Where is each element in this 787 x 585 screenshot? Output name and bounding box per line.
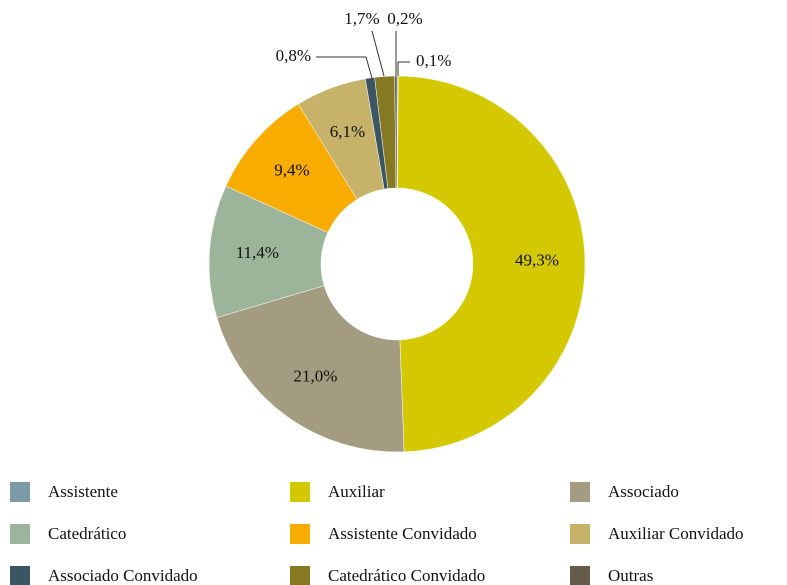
data-label: 9,4% — [274, 160, 309, 179]
legend-swatch — [570, 566, 590, 585]
data-label: 1,7% — [344, 9, 379, 28]
legend-swatch — [290, 482, 310, 502]
slice — [394, 75, 398, 189]
data-label: 49,3% — [515, 251, 559, 270]
slice — [397, 75, 586, 453]
leader-line — [371, 30, 385, 77]
data-label: 6,1% — [330, 122, 365, 141]
legend-label: Outras — [608, 566, 653, 585]
leader-line — [316, 56, 373, 79]
legend-label: Associado Convidado — [48, 566, 198, 585]
legend-label: Catedrático Convidado — [328, 566, 485, 585]
data-label: 0,8% — [276, 46, 311, 65]
legend-label: Assistente — [48, 482, 118, 501]
legend-label: Associado — [608, 482, 679, 501]
data-label: 0,1% — [416, 51, 451, 70]
legend-swatch — [10, 566, 30, 585]
slice — [216, 285, 405, 453]
legend-swatch — [290, 566, 310, 585]
legend-swatch — [570, 524, 590, 544]
legend-swatch — [570, 482, 590, 502]
legend-label: Auxiliar Convidado — [608, 524, 744, 543]
data-label: 0,2% — [387, 9, 422, 28]
data-label: 21,0% — [293, 367, 337, 386]
data-label: 11,4% — [236, 243, 279, 262]
leader-line — [397, 61, 410, 76]
legend-label: Catedrático — [48, 524, 126, 543]
legend-swatch — [10, 482, 30, 502]
legend-label: Auxiliar — [328, 482, 385, 501]
legend-label: Assistente Convidado — [328, 524, 477, 543]
legend-swatch — [290, 524, 310, 544]
legend-swatch — [10, 524, 30, 544]
